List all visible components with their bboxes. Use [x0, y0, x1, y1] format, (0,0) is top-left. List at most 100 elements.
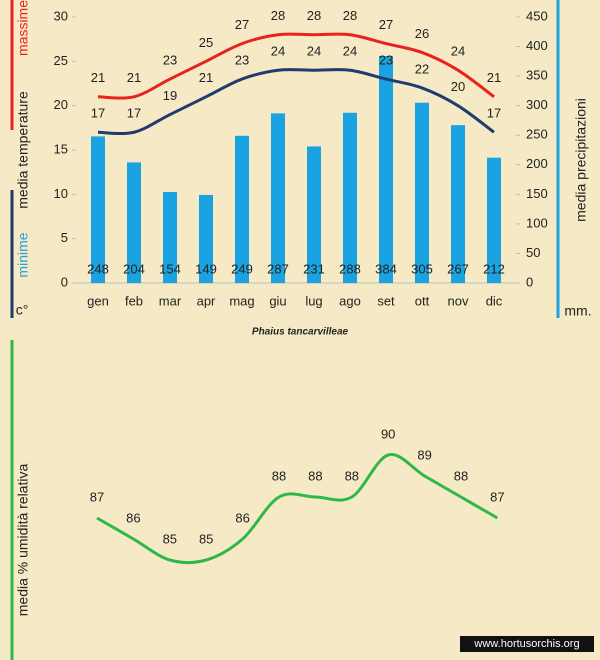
data-label: 231: [303, 261, 325, 276]
data-label: 85: [199, 531, 213, 546]
x-tick-label: giu: [269, 293, 286, 308]
data-label: 17: [91, 106, 105, 121]
x-tick-label: lug: [305, 293, 322, 308]
y2-unit: mm.: [564, 303, 591, 319]
y2-tick-label: 100: [526, 215, 548, 230]
x-tick-label: ott: [415, 293, 430, 308]
data-label: 248: [87, 261, 109, 276]
x-tick-label: apr: [197, 293, 216, 308]
data-label: 25: [199, 35, 213, 50]
data-label: 86: [126, 510, 140, 525]
y2-tick-label: 300: [526, 97, 548, 112]
data-label: 249: [231, 261, 253, 276]
data-label: 87: [90, 489, 104, 504]
data-label: 24: [451, 44, 465, 59]
y-tick-label: 25: [54, 53, 68, 68]
x-tick-label: feb: [125, 293, 143, 308]
caption: Phaius tancarvilleae: [252, 327, 349, 338]
y2-axis-label: media precipitazioni: [573, 98, 589, 222]
data-label: 90: [381, 426, 395, 441]
bar: [91, 136, 105, 283]
data-label: 27: [235, 17, 249, 32]
y2-tick-label: 400: [526, 38, 548, 53]
x-tick-label: dic: [486, 293, 503, 308]
y-tick-label: 10: [54, 186, 68, 201]
data-label: 287: [267, 261, 289, 276]
y-tick-label: 20: [54, 97, 68, 112]
bar: [415, 102, 429, 283]
data-label: 24: [307, 44, 321, 59]
bar: [127, 162, 141, 283]
bar: [199, 194, 213, 283]
y-axis-label: media temperature: [15, 91, 31, 209]
data-label: 87: [490, 489, 504, 504]
bar: [271, 113, 285, 284]
data-label: 21: [127, 70, 141, 85]
data-label: 24: [343, 44, 357, 59]
data-label: 154: [159, 261, 181, 276]
y2-tick-label: 50: [526, 245, 540, 260]
data-label: 17: [127, 106, 141, 121]
y-tick-label: 5: [61, 230, 68, 245]
data-label: 288: [339, 261, 361, 276]
data-label: 23: [163, 53, 177, 68]
bar: [235, 135, 249, 283]
line: [97, 32, 495, 100]
data-label: 149: [195, 261, 217, 276]
data-label: 88: [272, 468, 286, 483]
data-label: 86: [235, 510, 249, 525]
bar: [307, 146, 321, 283]
y-unit: c°: [16, 302, 29, 318]
data-label: 26: [415, 26, 429, 41]
line: [96, 453, 499, 565]
data-label: 88: [454, 468, 468, 483]
data-label: 19: [163, 88, 177, 103]
y-axis-label: media % umidità relativa: [15, 464, 31, 617]
y-tick-label: 15: [54, 141, 68, 156]
y2-tick-label: 350: [526, 68, 548, 83]
x-tick-label: nov: [448, 293, 469, 308]
y2-tick-label: 200: [526, 156, 548, 171]
y2-tick-label: 450: [526, 8, 548, 23]
data-label: 28: [307, 8, 321, 23]
data-label: 267: [447, 261, 469, 276]
data-label: 85: [163, 531, 177, 546]
series-label: massime: [15, 0, 31, 56]
line: [97, 68, 495, 136]
data-label: 89: [417, 447, 431, 462]
data-label: 27: [379, 17, 393, 32]
bar: [451, 125, 465, 283]
data-label: 28: [343, 8, 357, 23]
y2-tick-label: 0: [526, 274, 533, 289]
data-label: 22: [415, 61, 429, 76]
watermark-box: [460, 636, 594, 652]
bar: [343, 112, 357, 283]
data-label: 88: [308, 468, 322, 483]
data-label: 24: [271, 44, 285, 59]
data-label: 212: [483, 261, 505, 276]
data-label: 17: [487, 106, 501, 121]
series-label: minime: [15, 232, 31, 277]
data-label: 21: [487, 70, 501, 85]
watermark: www.hortusorchis.org: [473, 638, 579, 650]
y-tick-label: 30: [54, 8, 68, 23]
data-label: 21: [199, 70, 213, 85]
data-label: 21: [91, 70, 105, 85]
data-label: 384: [375, 261, 397, 276]
x-tick-label: ago: [339, 293, 361, 308]
data-label: 204: [123, 261, 145, 276]
x-tick-label: gen: [87, 293, 109, 308]
y2-tick-label: 150: [526, 186, 548, 201]
data-label: 23: [235, 53, 249, 68]
y2-tick-label: 250: [526, 127, 548, 142]
x-tick-label: mar: [159, 293, 182, 308]
y-tick-label: 0: [61, 274, 68, 289]
data-label: 88: [345, 468, 359, 483]
bar: [163, 191, 177, 283]
bar: [379, 56, 393, 283]
x-tick-label: set: [377, 293, 395, 308]
data-label: 28: [271, 8, 285, 23]
x-tick-label: mag: [229, 293, 254, 308]
